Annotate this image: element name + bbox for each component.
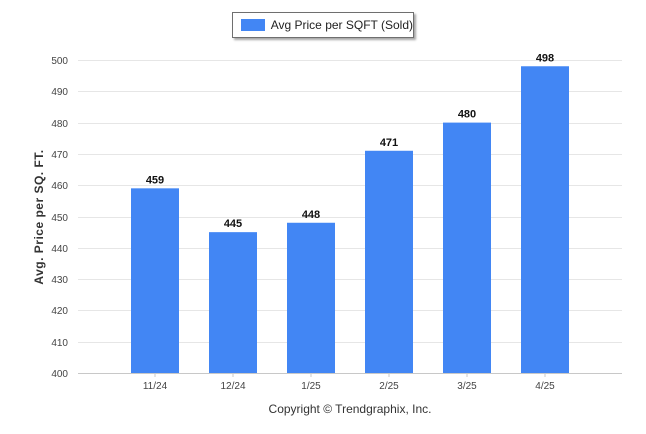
- bars: [131, 66, 569, 373]
- y-tick-label: 460: [51, 181, 68, 192]
- y-axis-ticks: 400 410 420 430 440 450 460 470 480 490 500: [51, 56, 68, 380]
- data-label: 445: [224, 218, 242, 230]
- bar: [131, 188, 179, 373]
- data-label: 480: [458, 109, 476, 121]
- bar: [365, 150, 413, 373]
- x-tick-label: 3/25: [457, 381, 477, 392]
- y-tick-label: 400: [51, 369, 68, 380]
- y-tick-label: 450: [51, 213, 68, 224]
- y-tick-label: 490: [51, 87, 68, 98]
- y-tick-label: 420: [51, 306, 68, 317]
- x-axis-ticks: 11/24 12/24 1/25 2/25 3/25 4/25: [143, 373, 555, 392]
- x-tick-label: 12/24: [220, 381, 245, 392]
- data-label: 471: [380, 137, 398, 149]
- x-tick-label: 11/24: [143, 381, 168, 392]
- legend-swatch: [241, 19, 265, 31]
- copyright-footer: Copyright © Trendgraphix, Inc.: [269, 402, 432, 416]
- y-tick-label: 480: [51, 119, 68, 130]
- bar: [443, 122, 491, 373]
- legend-label: Avg Price per SQFT (Sold): [270, 18, 413, 32]
- y-tick-label: 500: [51, 56, 68, 67]
- x-tick-label: 4/25: [535, 381, 555, 392]
- x-tick-label: 2/25: [379, 381, 399, 392]
- bar: [287, 222, 335, 373]
- y-tick-label: 440: [51, 244, 68, 255]
- data-labels: 459 445 448 471 480 498: [146, 52, 554, 230]
- y-tick-label: 410: [51, 338, 68, 349]
- x-tick-label: 1/25: [301, 381, 321, 392]
- data-label: 448: [302, 209, 320, 221]
- y-tick-label: 430: [51, 275, 68, 286]
- y-tick-label: 470: [51, 150, 68, 161]
- data-label: 459: [146, 174, 164, 186]
- data-label: 498: [536, 52, 554, 64]
- bar: [521, 66, 569, 373]
- chart-legend: Avg Price per SQFT (Sold): [232, 12, 414, 38]
- y-axis-label: Avg. Price per SQ. FT.: [32, 149, 46, 284]
- bar: [209, 232, 257, 373]
